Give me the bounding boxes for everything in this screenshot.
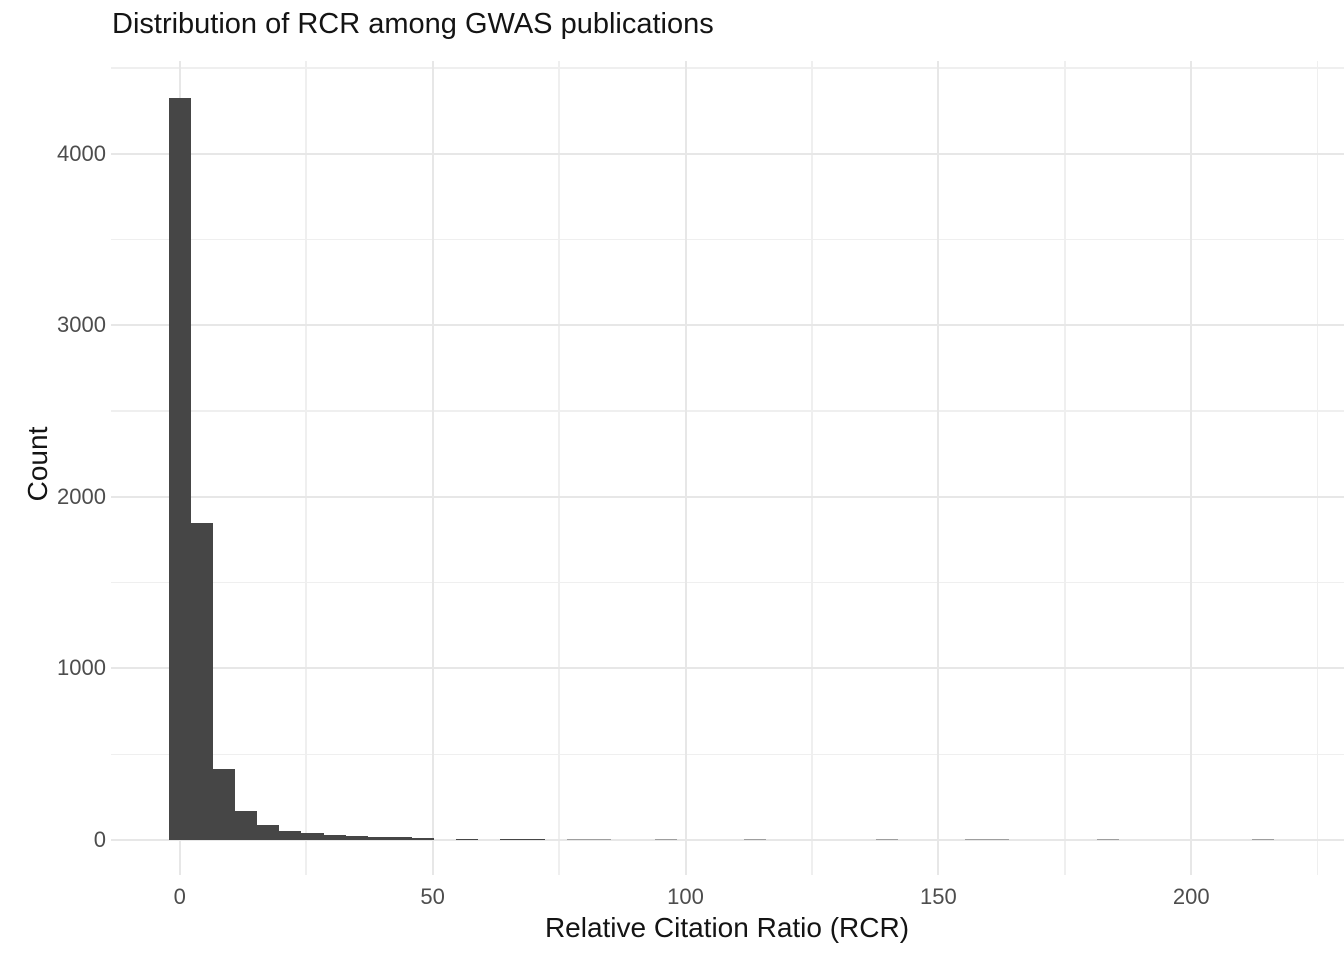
histogram-bar: [1097, 839, 1120, 840]
x-tick-label: 200: [1172, 884, 1210, 909]
gridline-y-minor: [111, 67, 1344, 69]
y-tick-label: 3000: [57, 312, 106, 338]
histogram-bar: [876, 839, 899, 840]
gridline-y-major: [111, 152, 1344, 155]
histogram-bar: [655, 839, 678, 840]
histogram-bar: [456, 838, 479, 840]
chart-title: Distribution of RCR among GWAS publicati…: [112, 8, 714, 40]
histogram-bar: [345, 836, 368, 840]
gridline-x-major: [684, 61, 687, 875]
histogram-bar: [522, 838, 545, 840]
histogram-bar: [235, 810, 258, 840]
y-tick-label: 1000: [57, 655, 106, 681]
histogram-bar: [301, 833, 324, 840]
y-axis-title: Count: [22, 426, 53, 502]
gridline-y-minor: [111, 238, 1344, 241]
gridline-y-major: [111, 324, 1344, 327]
x-tick-label: 50: [420, 884, 445, 909]
histogram-bar: [190, 522, 213, 840]
histogram-bar: [212, 768, 236, 840]
histogram-bar: [411, 838, 435, 840]
histogram-bar: [1252, 839, 1275, 840]
histogram-bar: [367, 837, 390, 840]
gridline-y-major: [111, 495, 1344, 498]
histogram-bar: [279, 831, 302, 840]
gridline-x-minor: [305, 61, 307, 875]
gridline-x-major: [431, 61, 434, 875]
gridline-y-minor: [111, 410, 1344, 412]
histogram-bar: [743, 839, 766, 840]
plot-panel: [111, 61, 1344, 875]
histogram-bar: [168, 98, 191, 840]
x-tick-label: 150: [920, 884, 957, 909]
histogram-bar: [389, 837, 412, 840]
gridline-x-major: [937, 61, 940, 875]
y-tick-label: 4000: [57, 140, 106, 166]
histogram-bar: [500, 838, 523, 840]
histogram-bar: [257, 825, 280, 840]
gridline-x-minor: [1316, 61, 1319, 875]
x-axis-title: Relative Citation Ratio (RCR): [544, 912, 910, 943]
gridline-y-major: [111, 667, 1344, 670]
gridline-x-minor: [558, 61, 560, 875]
histogram-bar: [964, 839, 987, 840]
y-tick-label: 2000: [57, 483, 106, 509]
gridline-x-minor: [1064, 61, 1066, 875]
histogram-bar: [588, 839, 611, 840]
gridline-x-minor: [811, 61, 813, 875]
gridline-y-major: [111, 839, 1344, 841]
x-tick-label: 0: [173, 884, 186, 909]
y-tick-label: 0: [93, 827, 106, 852]
x-tick-label: 100: [667, 884, 704, 909]
gridline-y-minor: [111, 581, 1344, 584]
histogram-bar: [986, 839, 1009, 840]
gridline-x-major: [1190, 61, 1193, 875]
gridline-y-minor: [111, 753, 1344, 755]
histogram-bar: [566, 839, 589, 840]
histogram-bar: [323, 835, 346, 840]
